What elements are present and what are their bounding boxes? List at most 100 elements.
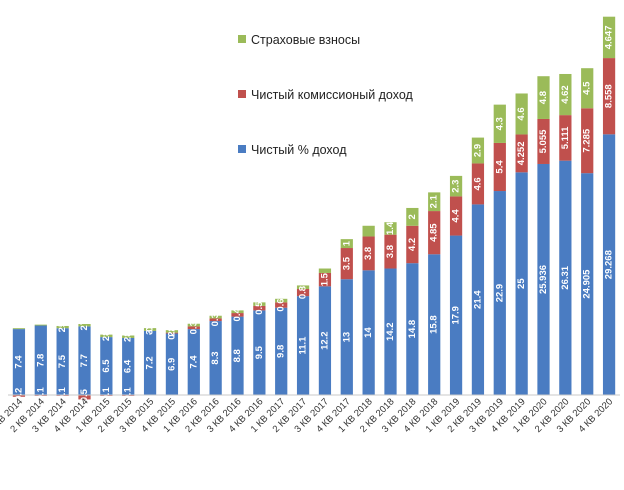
data-label-commission-14: 0.8 [298,286,309,299]
data-label-commission-24: 4.252 [516,141,527,165]
bar-insurance-6 [122,335,135,338]
data-label-commission-16: 3.5 [341,256,352,270]
bar-insurance-9 [187,323,200,327]
bar-interest-10 [209,321,222,395]
bar-interest-28 [602,134,616,395]
bar-interest-1 [12,329,26,395]
bar-insurance-23 [493,104,506,143]
bar-interest-17 [362,270,375,395]
bar-insurance-25 [537,76,550,119]
bar-interest-15 [318,286,332,395]
bar-commission-19 [406,225,419,264]
legend-label-commission: Чистый комиссионый доход [251,88,414,102]
bar-interest-19 [406,263,419,395]
bar-commission-15 [318,272,332,287]
bar-commission-24 [515,134,528,173]
bar-interest-7 [143,330,157,395]
legend-swatch-commission [238,90,246,98]
data-label-interest-2: 7.8 [35,354,46,367]
bar-interest-11 [231,316,244,395]
data-label-commission-9: 0.3 [188,321,199,334]
bar-insurance-17 [362,225,375,237]
bar-commission-9 [187,326,200,330]
data-label-commission-25: 5.055 [538,129,549,153]
bar-commission-27 [581,108,594,174]
data-label-interest-23: 22.9 [494,284,505,303]
bars-layer [12,16,616,400]
bar-commission-8 [165,332,179,334]
bar-interest-22 [471,204,485,395]
data-label-commission-20: 4.85 [429,223,440,242]
data-label-interest-17: 14 [363,327,374,338]
data-label-interest-25: 25.936 [538,265,549,294]
bar-interest-18 [384,268,397,395]
bar-interest-25 [537,163,550,395]
bar-insurance-1 [12,328,26,330]
data-label-interest-19: 14.8 [407,320,418,339]
data-label-commission-21: 4.4 [451,209,462,223]
data-label-insurance-24: 4.6 [516,107,527,120]
bar-insurance-3 [56,325,69,329]
data-label-commission-17: 3.8 [363,247,374,260]
legend-swatch-interest [238,145,246,153]
bar-interest-3 [56,328,69,395]
bar-insurance-19 [406,207,419,226]
data-label-insurance-22: 2.9 [472,144,483,157]
legend: Страховые взносы Чистый комиссионый дохо… [238,33,414,157]
bar-insurance-16 [340,239,353,249]
bar-interest-26 [559,160,572,395]
data-label-insurance-23: 4.3 [494,117,505,130]
data-label-insurance-25: 4.8 [538,91,549,104]
bar-insurance-21 [449,175,463,197]
bar-commission-17 [362,236,375,271]
data-label-interest-18: 14.2 [385,323,396,342]
bar-insurance-22 [471,137,485,164]
data-label-commission-19: 4.2 [407,238,418,251]
legend-label-interest: Чистый % доход [251,143,347,157]
data-label-interest-1: 7.4 [13,355,24,369]
data-label-insurance-8: 28 [166,326,177,337]
data-label-commission-7: -0 [145,327,156,335]
bar-insurance-24 [515,93,528,135]
data-label-interest-12: 9.5 [254,345,265,359]
bar-insurance-13 [275,298,288,303]
data-label-insurance-16: 1 [341,240,352,246]
data-label-interest-24: 25 [516,278,527,289]
bar-insurance-4 [78,324,91,327]
data-label-insurance-28: 4.647 [604,25,615,49]
bar-interest-21 [449,235,463,395]
bar-interest-6 [122,338,135,395]
bar-commission-1 [12,395,26,397]
data-label-commission-26: 5.111 [560,126,571,149]
data-label-interest-13: 9.8 [276,345,287,358]
bar-interest-8 [165,333,179,395]
data-label-interest-28: 29.268 [604,250,615,279]
bar-interest-24 [515,172,528,395]
data-labels-layer: 7.4 -0.2 7.8 -0.1 7.5 -0.1 25 7.7 -0.5 27 6.5 -0.1 2… [13,25,614,405]
legend-swatch-insurance [238,35,246,43]
data-label-interest-20: 15.8 [429,315,440,334]
data-label-insurance-6: 28 [123,331,134,342]
data-label-commission-12: 0.5 [254,301,265,315]
bar-insurance-18 [384,222,397,235]
data-label-commission-6: -0.1 [123,387,134,404]
bar-commission-13 [275,302,288,308]
data-label-commission-13: 0.6 [276,298,287,311]
bar-interest-27 [581,173,594,395]
bar-commission-4 [78,395,91,400]
data-label-interest-15: 12.2 [319,331,330,350]
data-label-insurance-21: 2.3 [451,180,462,193]
data-label-interest-14: 11.1 [298,336,309,355]
bar-insurance-27 [581,68,594,109]
data-label-interest-7: 7.2 [145,356,156,369]
data-label-commission-15: 1.5 [319,272,330,286]
bar-interest-14 [296,296,310,395]
bar-commission-23 [493,142,506,192]
bar-interest-23 [493,191,506,395]
bar-commission-16 [340,248,353,280]
data-label-commission-18: 3.8 [385,245,396,258]
bar-commission-10 [209,318,222,322]
data-label-commission-23: 5.4 [494,160,505,174]
